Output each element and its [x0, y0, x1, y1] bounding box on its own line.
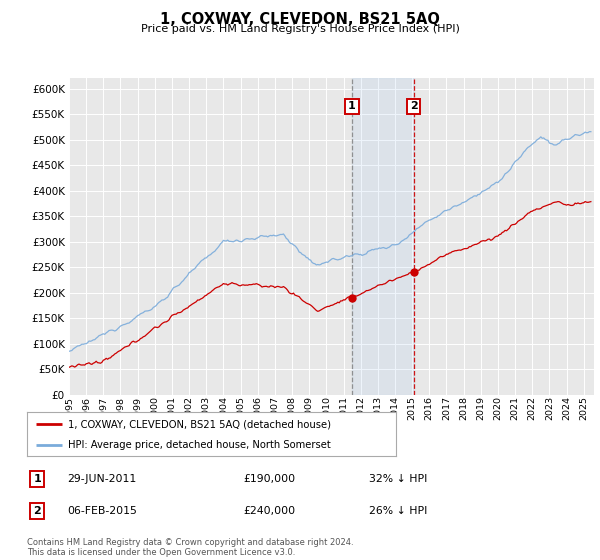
Text: 29-JUN-2011: 29-JUN-2011	[67, 474, 136, 484]
Text: 2: 2	[410, 101, 418, 111]
Text: Price paid vs. HM Land Registry's House Price Index (HPI): Price paid vs. HM Land Registry's House …	[140, 24, 460, 34]
Text: £190,000: £190,000	[244, 474, 296, 484]
Text: HPI: Average price, detached house, North Somerset: HPI: Average price, detached house, Nort…	[68, 440, 331, 450]
Text: 1, COXWAY, CLEVEDON, BS21 5AQ (detached house): 1, COXWAY, CLEVEDON, BS21 5AQ (detached …	[68, 419, 331, 429]
Text: 32% ↓ HPI: 32% ↓ HPI	[369, 474, 427, 484]
Text: 2: 2	[34, 506, 41, 516]
Text: £240,000: £240,000	[244, 506, 296, 516]
Text: 06-FEB-2015: 06-FEB-2015	[67, 506, 137, 516]
Bar	[352, 78, 414, 395]
Text: 1, COXWAY, CLEVEDON, BS21 5AQ: 1, COXWAY, CLEVEDON, BS21 5AQ	[160, 12, 440, 27]
Text: 1: 1	[34, 474, 41, 484]
Text: 1: 1	[348, 101, 356, 111]
Text: Contains HM Land Registry data © Crown copyright and database right 2024.
This d: Contains HM Land Registry data © Crown c…	[27, 538, 353, 557]
Text: 26% ↓ HPI: 26% ↓ HPI	[369, 506, 427, 516]
